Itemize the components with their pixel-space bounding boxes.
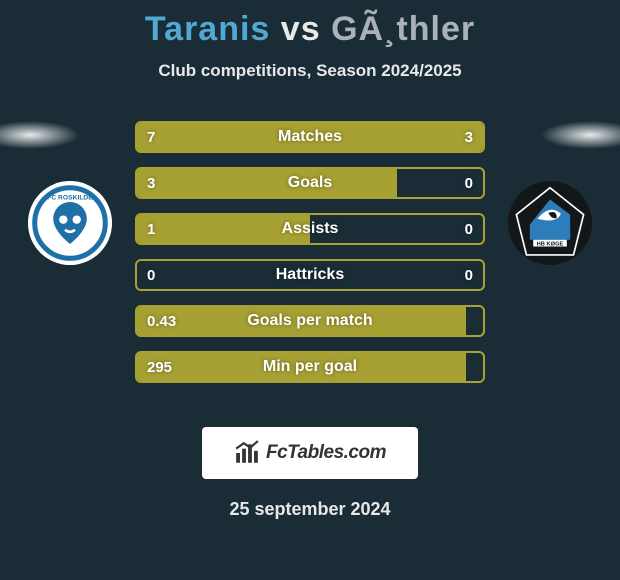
svg-text:HB KØGE: HB KØGE: [537, 242, 564, 248]
stat-value-right: 0: [423, 261, 473, 289]
team-badge-left: FC ROSKILDE: [28, 181, 112, 265]
roskilde-crest-icon: FC ROSKILDE: [28, 181, 112, 265]
stat-label: Goals per match: [247, 312, 372, 330]
stat-value-left: 1: [147, 215, 197, 243]
team-badge-right: HB KØGE: [508, 181, 592, 265]
stat-row: 3 0 Goals: [135, 167, 485, 199]
chart-icon: [234, 440, 260, 466]
stat-value-right: 0: [423, 215, 473, 243]
stat-value-right: [423, 353, 473, 381]
stats-column: 7 3 Matches 3 0 Goals 1 0 Assists 0 0 Hattricks 0.43…: [135, 121, 485, 383]
stat-row: 7 3 Matches: [135, 121, 485, 153]
stat-row: 1 0 Assists: [135, 213, 485, 245]
hb-koge-crest-icon: HB KØGE: [508, 181, 592, 265]
stat-value-left: 0.43: [147, 307, 197, 335]
stat-label: Matches: [278, 128, 342, 146]
stat-label: Hattricks: [276, 266, 344, 284]
stat-value-right: [423, 307, 473, 335]
stat-value-left: 3: [147, 169, 197, 197]
date-label: 25 september 2024: [0, 499, 620, 520]
main-content: FC ROSKILDE HB KØGE 7 3 Matches 3 0 Goals 1 0 As…: [0, 121, 620, 411]
brand-text: FcTables.com: [266, 442, 386, 464]
title-player1: Taranis: [145, 10, 270, 48]
brand-badge: FcTables.com: [202, 427, 418, 479]
page-title: Taranis vs GÃ¸thler: [0, 0, 620, 49]
title-vs: vs: [281, 10, 321, 48]
stat-label: Assists: [282, 220, 339, 238]
stat-label: Min per goal: [263, 358, 357, 376]
subtitle: Club competitions, Season 2024/2025: [0, 61, 620, 81]
stat-label: Goals: [288, 174, 332, 192]
stat-row: 0 0 Hattricks: [135, 259, 485, 291]
stat-value-right: 3: [423, 123, 473, 151]
stat-value-left: 7: [147, 123, 197, 151]
svg-text:FC ROSKILDE: FC ROSKILDE: [47, 194, 93, 201]
stat-value-left: 0: [147, 261, 197, 289]
stat-row: 0.43 Goals per match: [135, 305, 485, 337]
stat-row: 295 Min per goal: [135, 351, 485, 383]
title-player2: GÃ¸thler: [331, 10, 475, 48]
stat-value-left: 295: [147, 353, 197, 381]
stat-value-right: 0: [423, 169, 473, 197]
